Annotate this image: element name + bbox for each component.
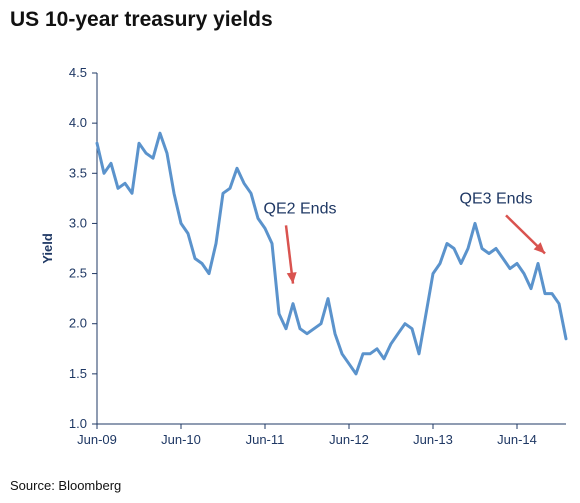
x-ticks: Jun-09 Jun-10 Jun-11 Jun-12 Jun-13 Jun-14 <box>77 424 537 447</box>
x-tick-label: Jun-09 <box>77 432 117 447</box>
y-tick-label: 3.0 <box>69 215 87 230</box>
y-tick-label: 2.5 <box>69 266 87 281</box>
y-tick-label: 4.0 <box>69 115 87 130</box>
annotation-label: QE2 Ends <box>264 200 337 217</box>
series-line-yield <box>95 131 568 376</box>
y-tick-label: 1.5 <box>69 366 87 381</box>
annotation-arrowhead <box>533 242 545 254</box>
chart-title: US 10-year treasury yields <box>10 8 273 31</box>
y-tick-label: 1.0 <box>69 416 87 431</box>
x-tick-label: Jun-10 <box>161 432 201 447</box>
x-tick-label: Jun-11 <box>246 432 285 447</box>
annotation-arrowhead <box>286 272 297 284</box>
x-tick-label: Jun-14 <box>497 432 537 447</box>
y-tick-label: 3.5 <box>69 165 87 180</box>
x-tick-label: Jun-13 <box>413 432 453 447</box>
annotation-label: QE3 Ends <box>460 190 533 207</box>
annotations: QE2 Ends QE3 Ends <box>264 190 546 284</box>
source-note: Source: Bloomberg <box>10 478 122 493</box>
y-tick-label: 2.0 <box>69 316 87 331</box>
x-tick-label: Jun-12 <box>329 432 369 447</box>
y-axis-label: Yield <box>40 233 55 264</box>
y-ticks: 1.0 1.5 2.0 2.5 3.0 3.5 4.0 4.5 <box>69 65 97 431</box>
y-tick-label: 4.5 <box>69 65 87 80</box>
